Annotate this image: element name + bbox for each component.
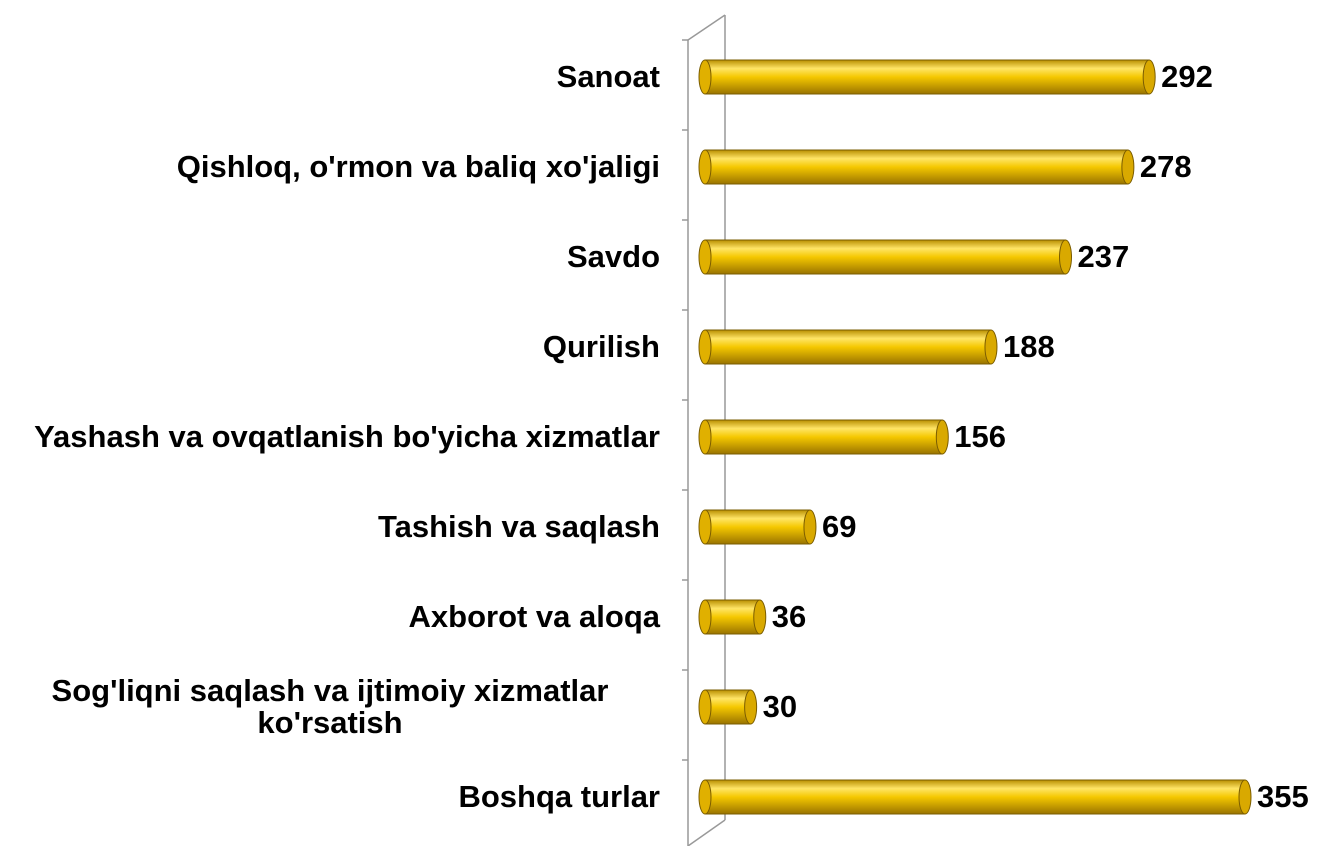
bar-end-cap — [1238, 779, 1252, 815]
axis-wall — [687, 14, 726, 846]
bar-start-cap — [698, 689, 712, 725]
bar-start-cap — [698, 419, 712, 455]
category-label: Boshqa turlar — [458, 779, 660, 814]
category-label-box: Tashish va saqlash — [0, 487, 660, 567]
bar — [698, 779, 1252, 815]
bar — [698, 509, 817, 545]
bar-start-cap — [698, 599, 712, 635]
bar — [698, 419, 949, 455]
bar — [698, 239, 1073, 275]
category-label: Axborot va aloqa — [408, 599, 661, 634]
bar — [698, 599, 767, 635]
bar-body — [704, 329, 992, 365]
category-label-box: Sanoat — [0, 37, 660, 117]
bar-body — [704, 149, 1129, 185]
category-label: Savdo — [566, 239, 660, 274]
bar-body — [704, 689, 752, 725]
bar-start-cap — [698, 59, 712, 95]
bar-end-cap — [753, 599, 767, 635]
value-label: 36 — [772, 599, 806, 634]
bar-start-cap — [698, 779, 712, 815]
bar-body — [704, 599, 761, 635]
value-label: 188 — [1003, 329, 1055, 364]
bar-end-cap — [935, 419, 949, 455]
category-label: Tashish va saqlash — [378, 509, 660, 544]
category-label: Yashash va ovqatlanish bo'yicha xizmatla… — [34, 419, 660, 454]
bar-body — [704, 419, 943, 455]
category-label-box: Qishloq, o'rmon va baliq xo'jaligi — [0, 127, 660, 207]
value-label: 69 — [822, 509, 856, 544]
category-label-box: Yashash va ovqatlanish bo'yicha xizmatla… — [0, 397, 660, 477]
category-label-box: Sog'liqni saqlash va ijtimoiy xizmatlar … — [0, 667, 660, 747]
bar-end-cap — [1059, 239, 1073, 275]
category-label: Sanoat — [556, 59, 660, 94]
value-label: 30 — [763, 689, 797, 724]
bar-body — [704, 239, 1067, 275]
bar-start-cap — [698, 509, 712, 545]
bar — [698, 329, 998, 365]
value-label: 237 — [1078, 239, 1130, 274]
category-label-box: Axborot va aloqa — [0, 577, 661, 657]
value-label: 355 — [1257, 779, 1309, 814]
bar-end-cap — [803, 509, 817, 545]
category-label: Qurilish — [542, 329, 660, 364]
category-label: Qishloq, o'rmon va baliq xo'jaligi — [176, 149, 660, 184]
bar-end-cap — [1142, 59, 1156, 95]
bar — [698, 149, 1135, 185]
value-label: 292 — [1161, 59, 1213, 94]
value-label: 156 — [954, 419, 1006, 454]
bar — [698, 689, 758, 725]
bar-start-cap — [698, 149, 712, 185]
bar-start-cap — [698, 329, 712, 365]
category-label-box: Savdo — [0, 217, 660, 297]
bar-body — [704, 59, 1150, 95]
category-label-box: Boshqa turlar — [0, 757, 660, 837]
bar-start-cap — [698, 239, 712, 275]
bar — [698, 59, 1156, 95]
value-label: 278 — [1140, 149, 1192, 184]
bar-body — [704, 779, 1246, 815]
bar-end-cap — [984, 329, 998, 365]
category-label: Sog'liqni saqlash va ijtimoiy xizmatlar … — [51, 673, 609, 740]
bar-end-cap — [1121, 149, 1135, 185]
category-label-box: Qurilish — [0, 307, 660, 387]
bar-body — [704, 509, 811, 545]
bar-end-cap — [744, 689, 758, 725]
